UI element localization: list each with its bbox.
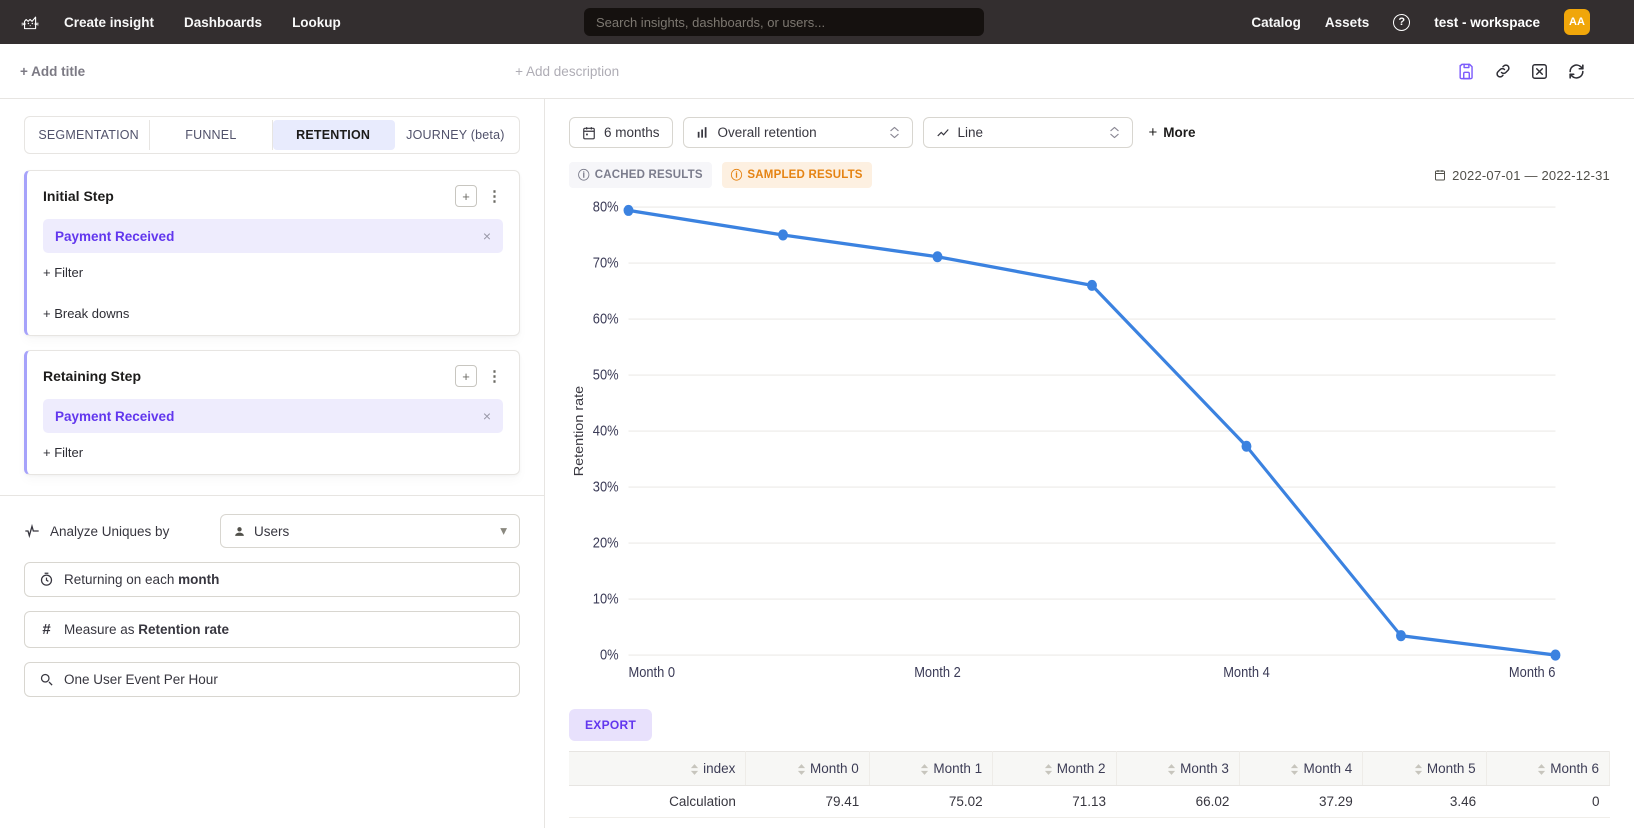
svg-text:Month 4: Month 4 <box>1223 665 1270 681</box>
svg-text:Month 0: Month 0 <box>628 665 675 681</box>
svg-text:50%: 50% <box>593 367 619 383</box>
svg-text:40%: 40% <box>593 423 619 439</box>
svg-text:30%: 30% <box>593 479 619 495</box>
svg-text:70%: 70% <box>593 255 619 271</box>
svg-text:0%: 0% <box>600 647 619 663</box>
svg-text:20%: 20% <box>593 535 619 551</box>
svg-text:Month 6: Month 6 <box>1509 665 1556 681</box>
svg-text:Retention rate: Retention rate <box>572 386 586 476</box>
svg-text:80%: 80% <box>593 199 619 215</box>
svg-text:60%: 60% <box>593 311 619 327</box>
svg-text:Month 2: Month 2 <box>914 665 961 681</box>
svg-text:10%: 10% <box>593 591 619 607</box>
